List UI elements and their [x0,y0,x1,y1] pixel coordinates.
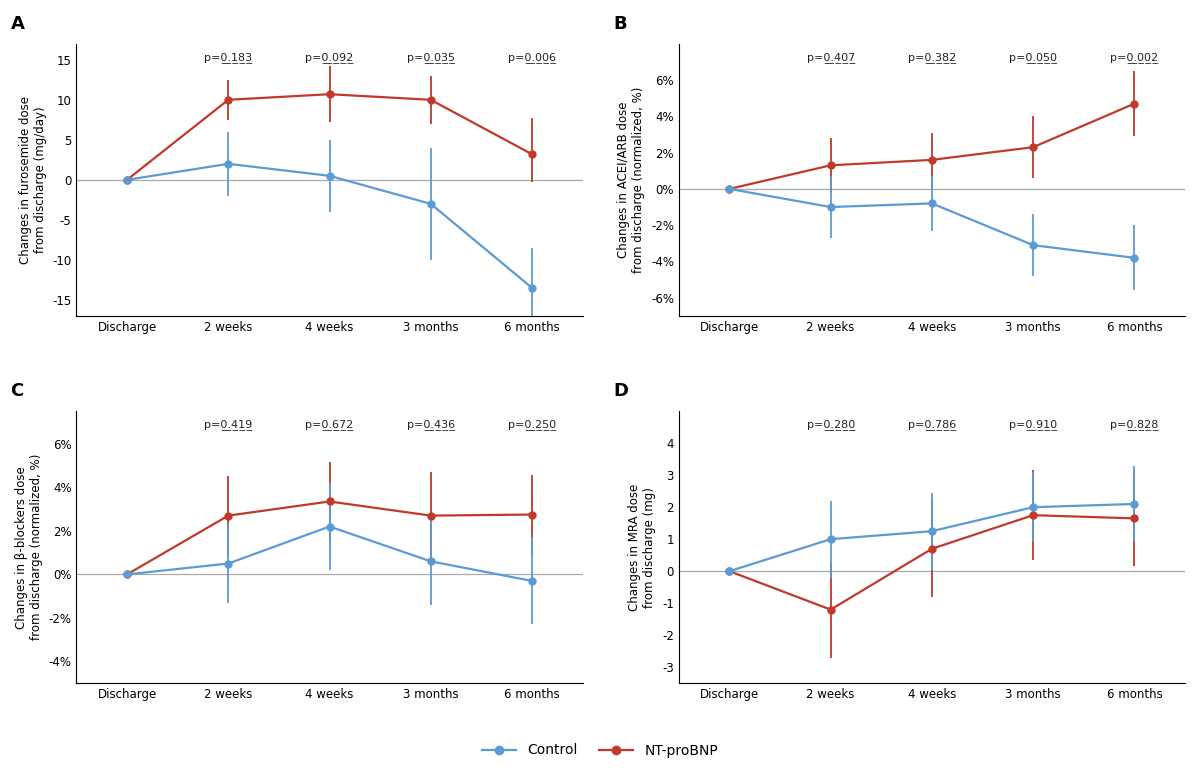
Y-axis label: Changes in MRA dose
from discharge (mg): Changes in MRA dose from discharge (mg) [629,484,656,611]
Text: D: D [613,382,628,400]
Text: p=0̲.̲8̲2̲8̲: p=0̲.̲8̲2̲8̲ [1110,420,1158,430]
Text: p=0̲.̲0̲0̲6̲: p=0̲.̲0̲0̲6̲ [508,52,556,63]
Text: p=0̲.̲6̲7̲2̲: p=0̲.̲6̲7̲2̲ [306,420,354,430]
Text: p=0̲.̲2̲5̲0̲: p=0̲.̲2̲5̲0̲ [508,420,556,430]
Text: C: C [11,382,24,400]
Legend: Control, NT-proBNP: Control, NT-proBNP [476,738,724,763]
Text: p=0̲.̲4̲3̲6̲: p=0̲.̲4̲3̲6̲ [407,420,455,430]
Y-axis label: Changes in β-blockers dose
from discharge (normalized, %): Changes in β-blockers dose from discharg… [14,454,43,641]
Text: B: B [613,15,626,33]
Text: p=0̲.̲2̲8̲0̲: p=0̲.̲2̲8̲0̲ [806,420,854,430]
Text: p=0̲.̲3̲8̲2̲: p=0̲.̲3̲8̲2̲ [907,52,956,63]
Text: p=0̲.̲0̲3̲5̲: p=0̲.̲0̲3̲5̲ [407,52,455,63]
Text: p=0̲.̲4̲1̲9̲: p=0̲.̲4̲1̲9̲ [204,420,252,430]
Y-axis label: Changes in ACEI/ARB dose
from discharge (normalized, %): Changes in ACEI/ARB dose from discharge … [617,87,646,273]
Text: p=0̲.̲0̲5̲0̲: p=0̲.̲0̲5̲0̲ [1009,52,1057,63]
Text: p=0̲.̲7̲8̲6̲: p=0̲.̲7̲8̲6̲ [907,420,956,430]
Text: p=0̲.̲4̲0̲7̲: p=0̲.̲4̲0̲7̲ [806,52,854,63]
Text: p=0̲.̲1̲8̲3̲: p=0̲.̲1̲8̲3̲ [204,52,252,63]
Text: p=0̲.̲0̲0̲2̲: p=0̲.̲0̲0̲2̲ [1110,52,1158,63]
Y-axis label: Changes in furosemide dose
from discharge (mg/day): Changes in furosemide dose from discharg… [19,95,47,264]
Text: p=0̲.̲9̲1̲0̲: p=0̲.̲9̲1̲0̲ [1009,420,1057,430]
Text: A: A [11,15,24,33]
Text: p=0̲.̲0̲9̲2̲: p=0̲.̲0̲9̲2̲ [306,52,354,63]
